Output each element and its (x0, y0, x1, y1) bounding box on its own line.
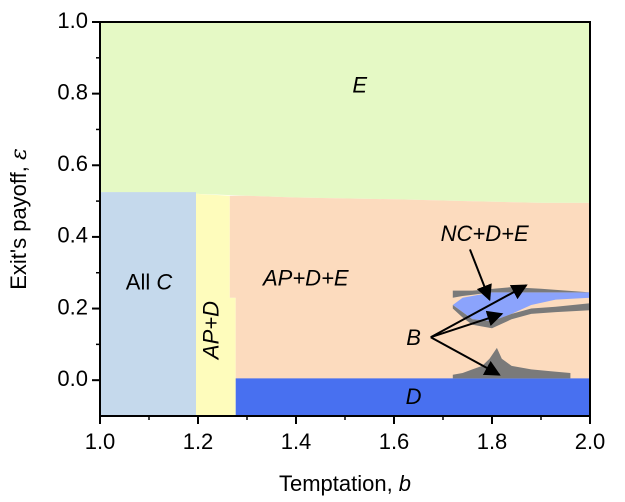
y-axis-label: Exit's payoff, ε (6, 148, 32, 290)
y-tick-label: 0.2 (57, 294, 88, 319)
annotation-arrow-3 (430, 336, 501, 376)
y-tick-label: 0.4 (57, 223, 88, 248)
region-label-d: D (406, 384, 422, 409)
y-tick-label: 0.0 (57, 366, 88, 391)
x-axis-label: Temptation, b (279, 471, 411, 496)
region-label-allc: All C (126, 269, 173, 294)
x-tick-label: 1.8 (477, 429, 508, 454)
x-tick-label: 1.4 (281, 429, 312, 454)
region-label-apde: AP+D+E (261, 266, 349, 291)
region-label-apd: AP+D (199, 301, 224, 361)
y-axis-ticks: 0.0 0.2 0.4 0.6 0.8 1.0 (57, 8, 100, 391)
x-tick-label: 2.0 (575, 429, 606, 454)
x-tick-label: 1.6 (379, 429, 410, 454)
x-tick-label: 1.0 (85, 429, 116, 454)
region-d-4 (235, 378, 590, 416)
annotation-arrow-0 (469, 249, 492, 302)
region-labels: E All C AP+D AP+D+E NC+D+E B D (126, 72, 529, 409)
region-label-e: E (352, 72, 367, 97)
region-b-8 (452, 347, 571, 379)
y-tick-label: 0.8 (57, 79, 88, 104)
y-tick-label: 0.6 (57, 151, 88, 176)
y-tick-label: 1.0 (57, 8, 88, 33)
region-e-0 (100, 22, 590, 203)
x-tick-label: 1.2 (183, 429, 214, 454)
annotation-arrow-2 (430, 310, 504, 339)
region-label-ncde: NC+D+E (441, 221, 529, 246)
annotation-arrow-1 (430, 284, 528, 339)
region-apd-2 (196, 193, 236, 416)
region-apde-3 (229, 195, 590, 381)
x-axis-ticks: 1.0 1.2 1.4 1.6 1.8 2.0 (85, 416, 606, 454)
region-allc-1 (100, 192, 196, 416)
phase-regions (100, 22, 590, 416)
region-label-b: B (406, 325, 421, 350)
annotation-arrows (430, 249, 528, 376)
